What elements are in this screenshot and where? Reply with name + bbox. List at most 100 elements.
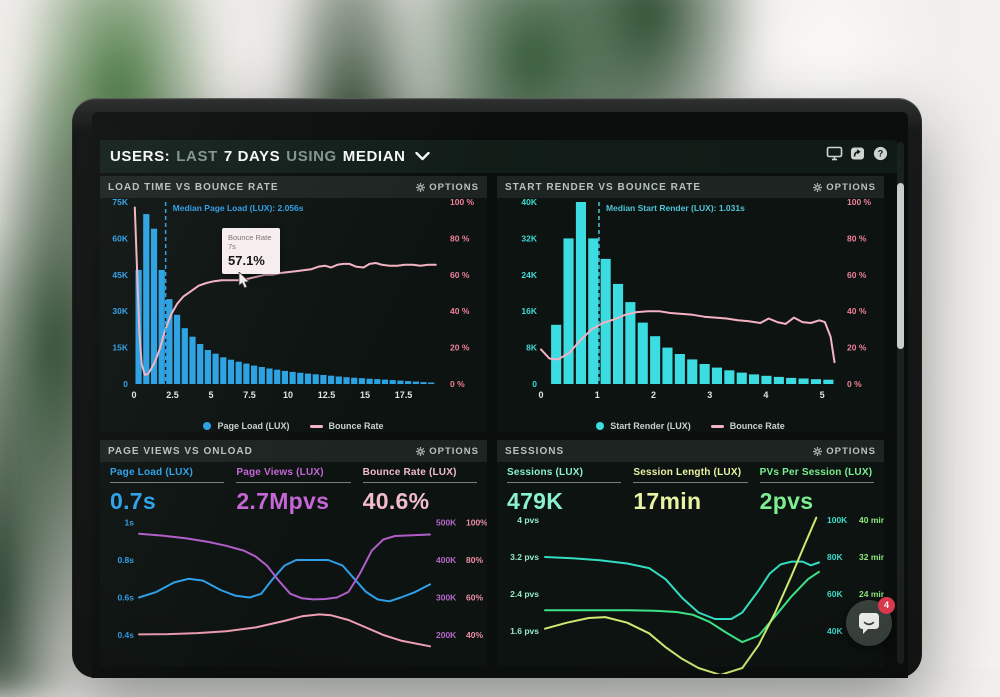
svg-text:15K: 15K <box>112 343 128 353</box>
legend-dot-icon <box>596 422 605 430</box>
metric-session-length: Session Length (LUX) 17min <box>633 467 748 515</box>
legend-item-bounce-rate[interactable]: Bounce Rate <box>309 421 384 431</box>
panel-header: PAGE VIEWS VS ONLOAD OPTIONS <box>100 440 487 462</box>
header-word-using: USING <box>286 148 337 165</box>
svg-text:75K: 75K <box>112 198 128 207</box>
svg-text:30K: 30K <box>112 306 128 316</box>
svg-text:400K: 400K <box>436 555 457 565</box>
sessions-line-chart[interactable]: 4 pvs 3.2 pvs 2.4 pvs 1.6 pvs 100K 80K 60K 40K 4… <box>497 515 886 676</box>
chat-bubble-icon <box>859 612 879 634</box>
tooltip-x-value: 7s <box>228 242 236 251</box>
chart-legend: Start Render (LUX) Bounce Rate <box>497 415 884 437</box>
svg-text:0: 0 <box>538 390 543 400</box>
panel-load-time-vs-bounce-rate: LOAD TIME VS BOUNCE RATE OPTIONS Median … <box>100 176 487 432</box>
svg-text:20 %: 20 % <box>450 343 470 353</box>
svg-text:80 %: 80 % <box>847 233 867 243</box>
laptop-frame: USERS: LAST 7 DAYS USING MEDIAN ? <box>72 98 922 678</box>
help-button[interactable]: ? <box>873 146 888 161</box>
options-button[interactable]: OPTIONS <box>813 182 876 193</box>
panel-header: LOAD TIME VS BOUNCE RATE OPTIONS <box>100 176 487 198</box>
svg-text:4 pvs: 4 pvs <box>517 515 539 525</box>
svg-text:80%: 80% <box>466 555 483 565</box>
svg-text:3: 3 <box>707 390 712 400</box>
gear-icon <box>813 182 823 192</box>
svg-text:0: 0 <box>123 379 128 389</box>
svg-text:2.4 pvs: 2.4 pvs <box>510 589 539 599</box>
mouse-cursor-icon <box>238 272 250 289</box>
metric-underline <box>236 482 351 483</box>
load-time-histogram-chart[interactable]: Median Page Load (LUX): 2.056s 75K 60K 45K 3… <box>100 197 487 410</box>
svg-text:24K: 24K <box>521 270 537 280</box>
svg-text:100%: 100% <box>466 518 487 528</box>
svg-text:7.5: 7.5 <box>243 390 256 400</box>
svg-text:32 min: 32 min <box>859 552 884 562</box>
panel-title: START RENDER VS BOUNCE RATE <box>505 181 702 193</box>
legend-item-bounce-rate[interactable]: Bounce Rate <box>710 421 785 431</box>
options-button[interactable]: OPTIONS <box>416 446 479 457</box>
svg-text:5: 5 <box>820 390 825 400</box>
svg-text:0 %: 0 % <box>450 379 465 389</box>
header-word-last: LAST <box>176 148 218 165</box>
svg-text:0.4s: 0.4s <box>117 630 134 640</box>
legend-line-icon <box>710 424 724 428</box>
chat-widget-button[interactable]: 4 <box>846 597 895 646</box>
svg-text:24 min: 24 min <box>859 589 884 599</box>
dashboard-content: USERS: LAST 7 DAYS USING MEDIAN ? <box>92 112 908 678</box>
metrics-row: Sessions (LUX) 479K Session Length (LUX)… <box>497 462 884 515</box>
metric-page-load: Page Load (LUX) 0.7s <box>110 467 225 515</box>
svg-text:60K: 60K <box>827 589 843 599</box>
panel-sessions: SESSIONS OPTIONS Sessions (LUX) 479K Ses… <box>497 440 886 676</box>
svg-text:60%: 60% <box>466 593 483 603</box>
scrollbar-track[interactable] <box>897 142 904 664</box>
svg-text:500K: 500K <box>436 518 457 528</box>
svg-text:0.6s: 0.6s <box>117 593 134 603</box>
svg-text:80 %: 80 % <box>450 233 470 243</box>
legend-item-start-render[interactable]: Start Render (LUX) <box>596 421 691 431</box>
svg-text:100 %: 100 % <box>450 198 475 207</box>
svg-text:3.2 pvs: 3.2 pvs <box>510 552 539 562</box>
svg-text:40K: 40K <box>521 198 537 207</box>
metric-underline <box>362 482 477 483</box>
header-actions: ? <box>826 146 888 161</box>
gear-icon <box>416 446 426 456</box>
start-render-histogram-chart[interactable]: Median Start Render (LUX): 1.031s 40K 32K 2… <box>497 197 884 410</box>
svg-text:100K: 100K <box>827 515 848 525</box>
gear-icon <box>416 182 426 192</box>
legend-line-icon <box>309 424 323 428</box>
help-icon: ? <box>873 146 888 161</box>
svg-text:Median Page Load (LUX): 2.056s: Median Page Load (LUX): 2.056s <box>173 203 304 213</box>
options-button[interactable]: OPTIONS <box>416 182 479 193</box>
metric-page-views: Page Views (LUX) 2.7Mpvs <box>236 467 351 515</box>
svg-text:20 %: 20 % <box>847 343 867 353</box>
display-settings-button[interactable] <box>826 146 843 161</box>
svg-text:4: 4 <box>763 390 768 400</box>
svg-text:40 %: 40 % <box>847 306 867 316</box>
svg-text:12.5: 12.5 <box>318 390 336 400</box>
share-icon <box>851 147 864 160</box>
metric-underline <box>110 482 225 483</box>
svg-text:60K: 60K <box>112 233 128 243</box>
legend-item-page-load[interactable]: Page Load (LUX) <box>203 421 290 431</box>
svg-text:17.5: 17.5 <box>395 390 413 400</box>
svg-text:0: 0 <box>532 379 537 389</box>
panel-title: PAGE VIEWS VS ONLOAD <box>108 445 253 457</box>
panel-header: START RENDER VS BOUNCE RATE OPTIONS <box>497 176 884 198</box>
svg-text:1s: 1s <box>125 518 135 528</box>
metric-pvs-per-session: PVs Per Session (LUX) 2pvs <box>759 467 874 514</box>
svg-text:2.5: 2.5 <box>166 390 179 400</box>
header-word-7days: 7 DAYS <box>223 148 281 165</box>
svg-text:32K: 32K <box>521 233 537 243</box>
panel-title: LOAD TIME VS BOUNCE RATE <box>108 181 279 193</box>
share-export-button[interactable] <box>850 146 866 161</box>
svg-text:40K: 40K <box>827 626 843 636</box>
panel-page-views-vs-onload: PAGE VIEWS VS ONLOAD OPTIONS Page Load (… <box>100 440 488 667</box>
options-button[interactable]: OPTIONS <box>813 446 876 457</box>
page-views-line-chart[interactable]: 1s 0.8s 0.6s 0.4s 500K 400K 300K 200K 100% 80% 60%… <box>100 515 488 674</box>
metric-underline <box>633 482 748 483</box>
svg-text:5: 5 <box>208 390 213 400</box>
svg-text:40%: 40% <box>466 630 483 640</box>
users-timerange-dropdown[interactable]: USERS: LAST 7 DAYS USING MEDIAN <box>100 140 897 173</box>
panel-title: SESSIONS <box>505 445 565 457</box>
chat-unread-badge: 4 <box>878 597 895 614</box>
scrollbar-thumb[interactable] <box>897 183 904 349</box>
